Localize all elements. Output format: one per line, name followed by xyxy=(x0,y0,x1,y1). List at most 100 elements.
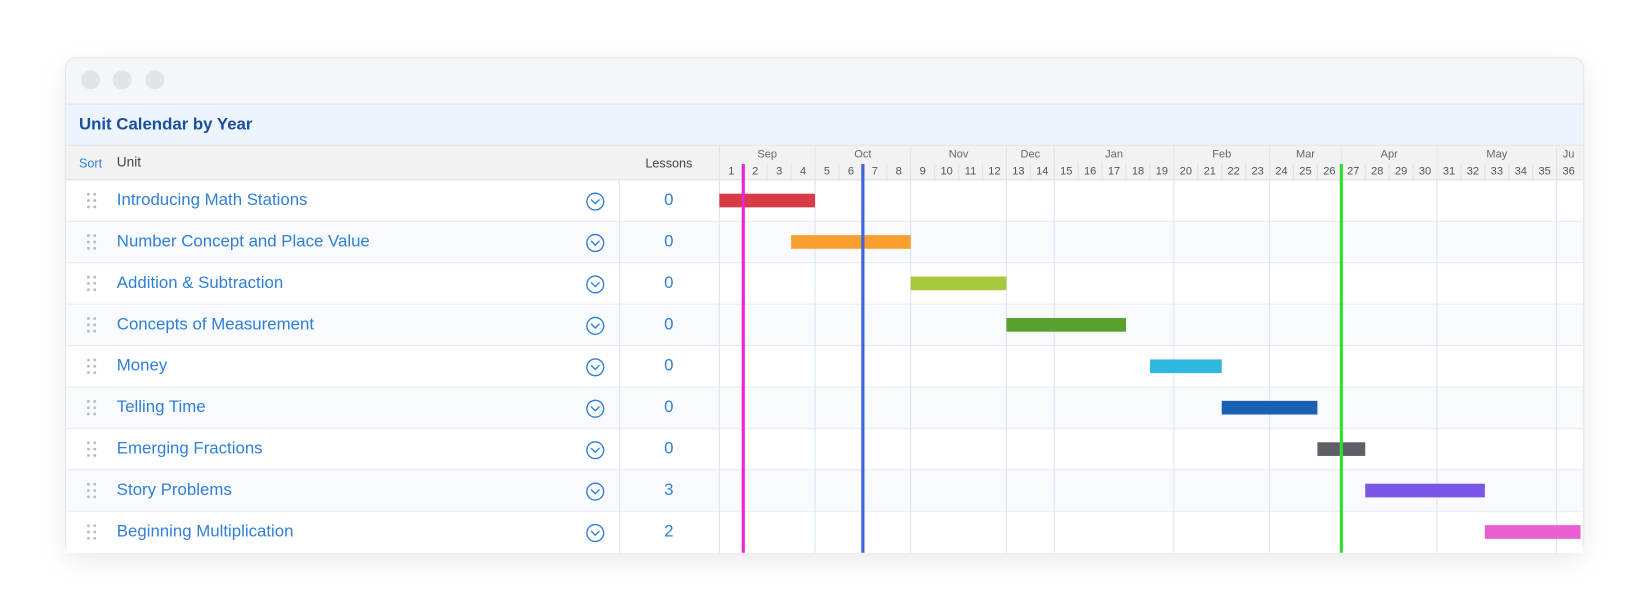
drag-handle[interactable] xyxy=(93,323,97,327)
expand-button[interactable] xyxy=(586,358,605,377)
unit-bar[interactable] xyxy=(1006,317,1127,332)
drag-handle[interactable] xyxy=(93,495,97,499)
lesson-count: 0 xyxy=(664,273,673,292)
unit-name[interactable]: Number Concept and Place Value xyxy=(117,231,370,250)
drag-handle[interactable] xyxy=(93,364,97,368)
drag-handle[interactable] xyxy=(86,199,90,203)
drag-handle[interactable] xyxy=(86,536,90,540)
drag-handle[interactable] xyxy=(93,482,97,486)
drag-handle[interactable] xyxy=(93,489,97,493)
expand-chevron xyxy=(590,530,600,537)
week-label: 18 xyxy=(1132,165,1144,177)
drag-handle[interactable] xyxy=(86,447,90,451)
expand-button[interactable] xyxy=(586,482,605,501)
drag-handle[interactable] xyxy=(93,524,97,528)
column-header xyxy=(66,145,1583,180)
unit-bar[interactable] xyxy=(1149,359,1222,374)
drag-handle[interactable] xyxy=(93,399,97,403)
drag-handle[interactable] xyxy=(86,482,90,486)
drag-handle[interactable] xyxy=(86,371,90,375)
unit-name[interactable]: Addition & Subtraction xyxy=(117,273,283,292)
drag-handle[interactable] xyxy=(86,246,90,250)
drag-handle[interactable] xyxy=(86,234,90,238)
unit-bar[interactable] xyxy=(719,193,816,208)
unit-name[interactable]: Introducing Math Stations xyxy=(117,190,308,209)
drag-handle[interactable] xyxy=(86,281,90,285)
unit-bar[interactable] xyxy=(1365,483,1485,498)
drag-handle[interactable] xyxy=(86,453,90,457)
drag-handle[interactable] xyxy=(93,530,97,534)
drag-handle[interactable] xyxy=(93,205,97,209)
title-band xyxy=(66,104,1583,145)
drag-handle[interactable] xyxy=(86,399,90,403)
drag-handle[interactable] xyxy=(93,536,97,540)
drag-handle[interactable] xyxy=(86,205,90,209)
drag-handle[interactable] xyxy=(93,441,97,445)
expand-button[interactable] xyxy=(586,275,605,294)
unit-bar[interactable] xyxy=(1221,400,1318,415)
week-label: 12 xyxy=(988,165,1000,177)
week-label: 20 xyxy=(1180,165,1192,177)
unit-bar[interactable] xyxy=(791,235,911,249)
week-label: 10 xyxy=(940,165,952,177)
drag-handle[interactable] xyxy=(86,406,90,410)
drag-handle[interactable] xyxy=(86,441,90,445)
unit-name[interactable]: Emerging Fractions xyxy=(117,439,263,458)
unit-bar[interactable] xyxy=(910,276,1007,291)
drag-handle[interactable] xyxy=(86,358,90,362)
unit-name[interactable]: Telling Time xyxy=(117,397,206,416)
drag-handle[interactable] xyxy=(86,412,90,416)
week-label: 32 xyxy=(1467,165,1479,177)
drag-handle[interactable] xyxy=(93,453,97,457)
drag-handle[interactable] xyxy=(93,288,97,292)
drag-handle[interactable] xyxy=(86,364,90,368)
drag-handle[interactable] xyxy=(93,246,97,250)
expand-button[interactable] xyxy=(586,399,605,418)
drag-handle[interactable] xyxy=(86,524,90,528)
unit-name[interactable]: Beginning Multiplication xyxy=(117,521,294,540)
drag-handle[interactable] xyxy=(93,358,97,362)
week-label: 4 xyxy=(800,165,806,177)
drag-handle[interactable] xyxy=(86,329,90,333)
drag-handle[interactable] xyxy=(93,192,97,196)
drag-handle[interactable] xyxy=(93,447,97,451)
expand-button[interactable] xyxy=(586,316,605,335)
drag-handle[interactable] xyxy=(86,489,90,493)
drag-handle[interactable] xyxy=(93,240,97,244)
drag-handle[interactable] xyxy=(86,275,90,279)
drag-handle[interactable] xyxy=(93,412,97,416)
week-label: 13 xyxy=(1012,165,1024,177)
week-label: 15 xyxy=(1060,165,1072,177)
drag-handle[interactable] xyxy=(86,317,90,320)
drag-handle[interactable] xyxy=(86,530,90,534)
drag-handle[interactable] xyxy=(93,199,97,203)
drag-handle[interactable] xyxy=(93,281,97,285)
drag-handle[interactable] xyxy=(86,323,90,327)
unit-name[interactable]: Story Problems xyxy=(117,480,232,499)
drag-handle[interactable] xyxy=(93,406,97,410)
month-label: Ju xyxy=(1563,148,1575,160)
expand-button[interactable] xyxy=(586,233,605,253)
expand-button[interactable] xyxy=(586,441,605,460)
window-dot xyxy=(81,70,100,90)
drag-handle[interactable] xyxy=(93,234,97,238)
drag-handle[interactable] xyxy=(86,240,90,244)
unit-name[interactable]: Concepts of Measurement xyxy=(117,314,315,333)
expand-button[interactable] xyxy=(586,192,605,211)
week-label: 30 xyxy=(1419,165,1431,177)
sort-button[interactable]: Sort xyxy=(79,156,103,170)
drag-handle[interactable] xyxy=(86,192,90,196)
drag-handle[interactable] xyxy=(93,275,97,279)
drag-handle[interactable] xyxy=(93,329,97,333)
expand-button[interactable] xyxy=(586,523,605,543)
drag-handle[interactable] xyxy=(86,495,90,499)
week-label: 35 xyxy=(1539,165,1551,177)
section-title: Unit Calendar by Year xyxy=(79,115,253,134)
drag-handle[interactable] xyxy=(93,317,97,320)
week-label: 26 xyxy=(1323,165,1335,177)
drag-handle[interactable] xyxy=(93,371,97,375)
drag-handle[interactable] xyxy=(86,288,90,292)
unit-name[interactable]: Money xyxy=(117,356,168,375)
unit-bar[interactable] xyxy=(1484,525,1581,539)
